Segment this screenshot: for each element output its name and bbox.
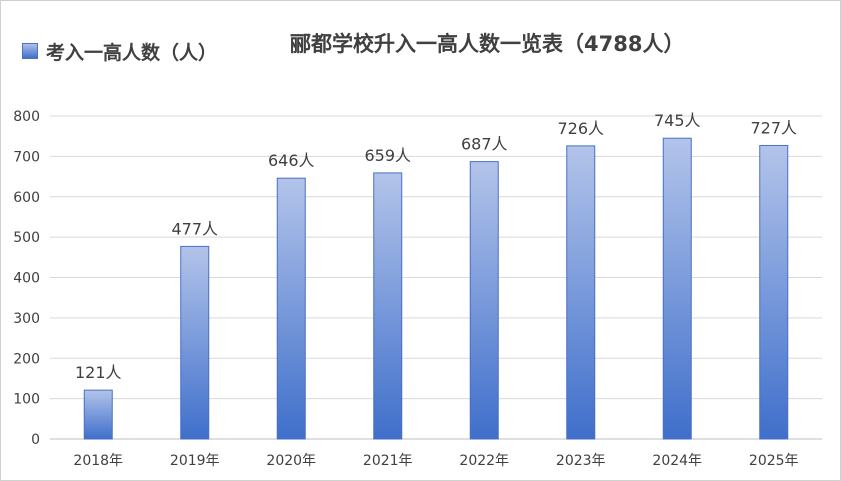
bar bbox=[276, 177, 306, 440]
bar bbox=[83, 389, 113, 440]
bar bbox=[759, 144, 789, 440]
data-label: 646人 bbox=[268, 151, 315, 170]
x-tick-label: 2024年 bbox=[652, 453, 702, 469]
data-label: 745人 bbox=[654, 111, 701, 130]
x-tick-label: 2018年 bbox=[73, 453, 123, 469]
bar bbox=[469, 161, 499, 440]
chart-title: 郦都学校升入一高人数一览表（4788人） bbox=[290, 32, 685, 56]
x-tick-label: 2022年 bbox=[459, 453, 509, 469]
data-label: 477人 bbox=[171, 219, 218, 238]
x-tick-label: 2019年 bbox=[170, 453, 220, 469]
data-label: 687人 bbox=[461, 135, 508, 154]
y-tick-label: 600 bbox=[13, 190, 40, 206]
y-tick-label: 500 bbox=[13, 230, 40, 246]
data-label: 121人 bbox=[75, 363, 122, 382]
bar bbox=[566, 145, 596, 440]
y-tick-label: 0 bbox=[31, 432, 40, 448]
y-tick-label: 300 bbox=[13, 311, 40, 327]
y-tick-label: 100 bbox=[13, 392, 40, 408]
legend-label: 考入一高人数（人） bbox=[46, 41, 218, 64]
bar bbox=[180, 245, 210, 440]
x-tick-label: 2021年 bbox=[363, 453, 413, 469]
x-tick-label: 2023年 bbox=[556, 453, 606, 469]
legend: 考入一高人数（人） bbox=[22, 38, 217, 64]
legend-swatch bbox=[22, 43, 38, 59]
y-tick-label: 200 bbox=[13, 351, 40, 367]
data-label: 727人 bbox=[750, 118, 797, 137]
y-tick-label: 700 bbox=[13, 149, 40, 165]
bar bbox=[662, 137, 692, 440]
y-tick-label: 400 bbox=[13, 271, 40, 287]
y-tick-label: 800 bbox=[13, 109, 40, 125]
x-tick-label: 2025年 bbox=[749, 453, 799, 469]
bar bbox=[373, 172, 403, 440]
data-label: 659人 bbox=[364, 146, 411, 165]
x-tick-label: 2020年 bbox=[266, 453, 316, 469]
data-label: 726人 bbox=[557, 119, 604, 138]
